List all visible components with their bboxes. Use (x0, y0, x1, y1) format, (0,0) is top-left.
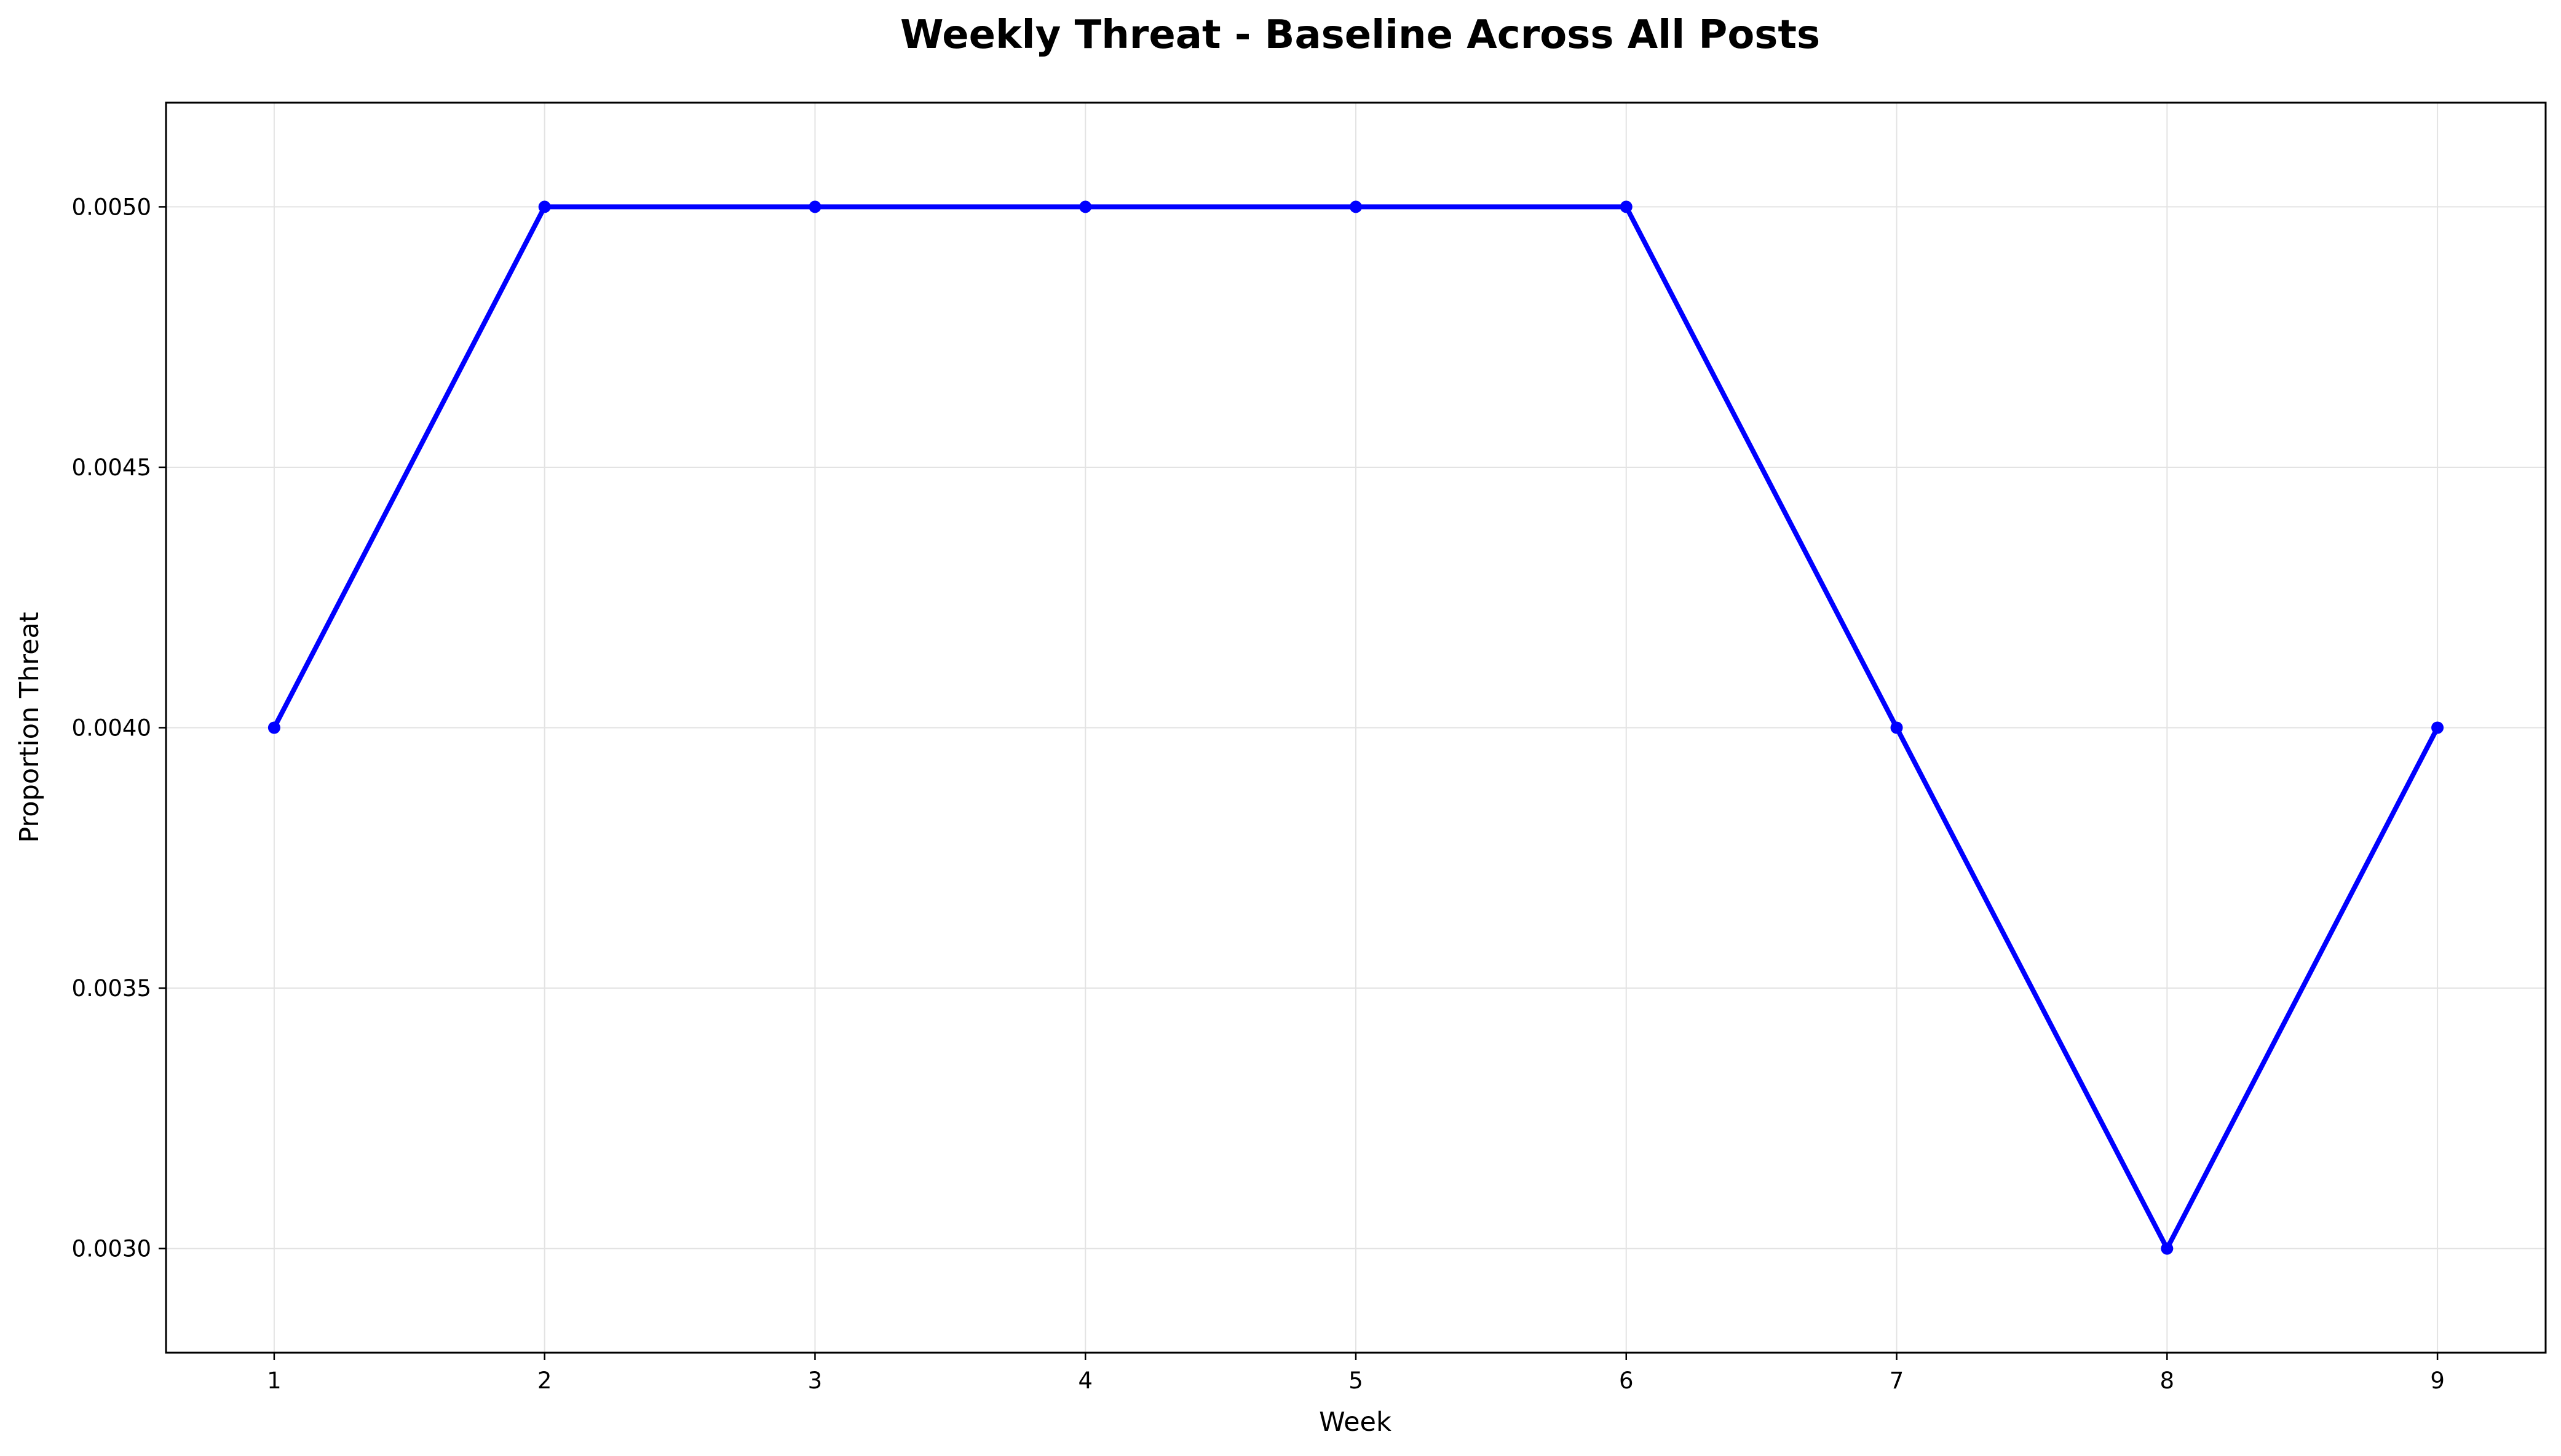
data-point (1079, 200, 1092, 213)
y-tick-label: 0.0030 (72, 1236, 151, 1262)
y-tick-label: 0.0050 (72, 194, 151, 220)
data-point (1350, 200, 1362, 213)
series-threat (267, 200, 2444, 1255)
data-point (267, 721, 280, 734)
x-tick-label: 2 (537, 1367, 552, 1394)
x-tick-label: 9 (2430, 1367, 2445, 1394)
x-tick-label: 4 (1078, 1367, 1093, 1394)
x-tick-label: 3 (808, 1367, 823, 1394)
x-tick-label: 1 (267, 1367, 282, 1394)
data-point (538, 200, 551, 213)
x-axis-ticks: 1 2 3 4 5 6 7 8 9 (267, 1353, 2445, 1394)
data-point (1620, 200, 1633, 213)
data-point (809, 200, 821, 213)
x-tick-label: 7 (1890, 1367, 1904, 1394)
y-tick-label: 0.0040 (72, 715, 151, 742)
y-axis-label: Proportion Threat (14, 612, 45, 842)
y-tick-label: 0.0035 (72, 975, 151, 1002)
data-point (2431, 721, 2444, 734)
y-tick-label: 0.0045 (72, 454, 151, 481)
x-tick-label: 5 (1348, 1367, 1363, 1394)
y-axis-ticks: 0.0030 0.0035 0.0040 0.0045 0.0050 (72, 194, 166, 1262)
chart-title: Weekly Threat - Baseline Across All Post… (900, 12, 1820, 58)
x-tick-label: 8 (2160, 1367, 2175, 1394)
data-point (1890, 721, 1903, 734)
x-tick-label: 6 (1619, 1367, 1634, 1394)
x-axis-label: Week (1319, 1407, 1391, 1438)
data-point (2161, 1242, 2174, 1255)
